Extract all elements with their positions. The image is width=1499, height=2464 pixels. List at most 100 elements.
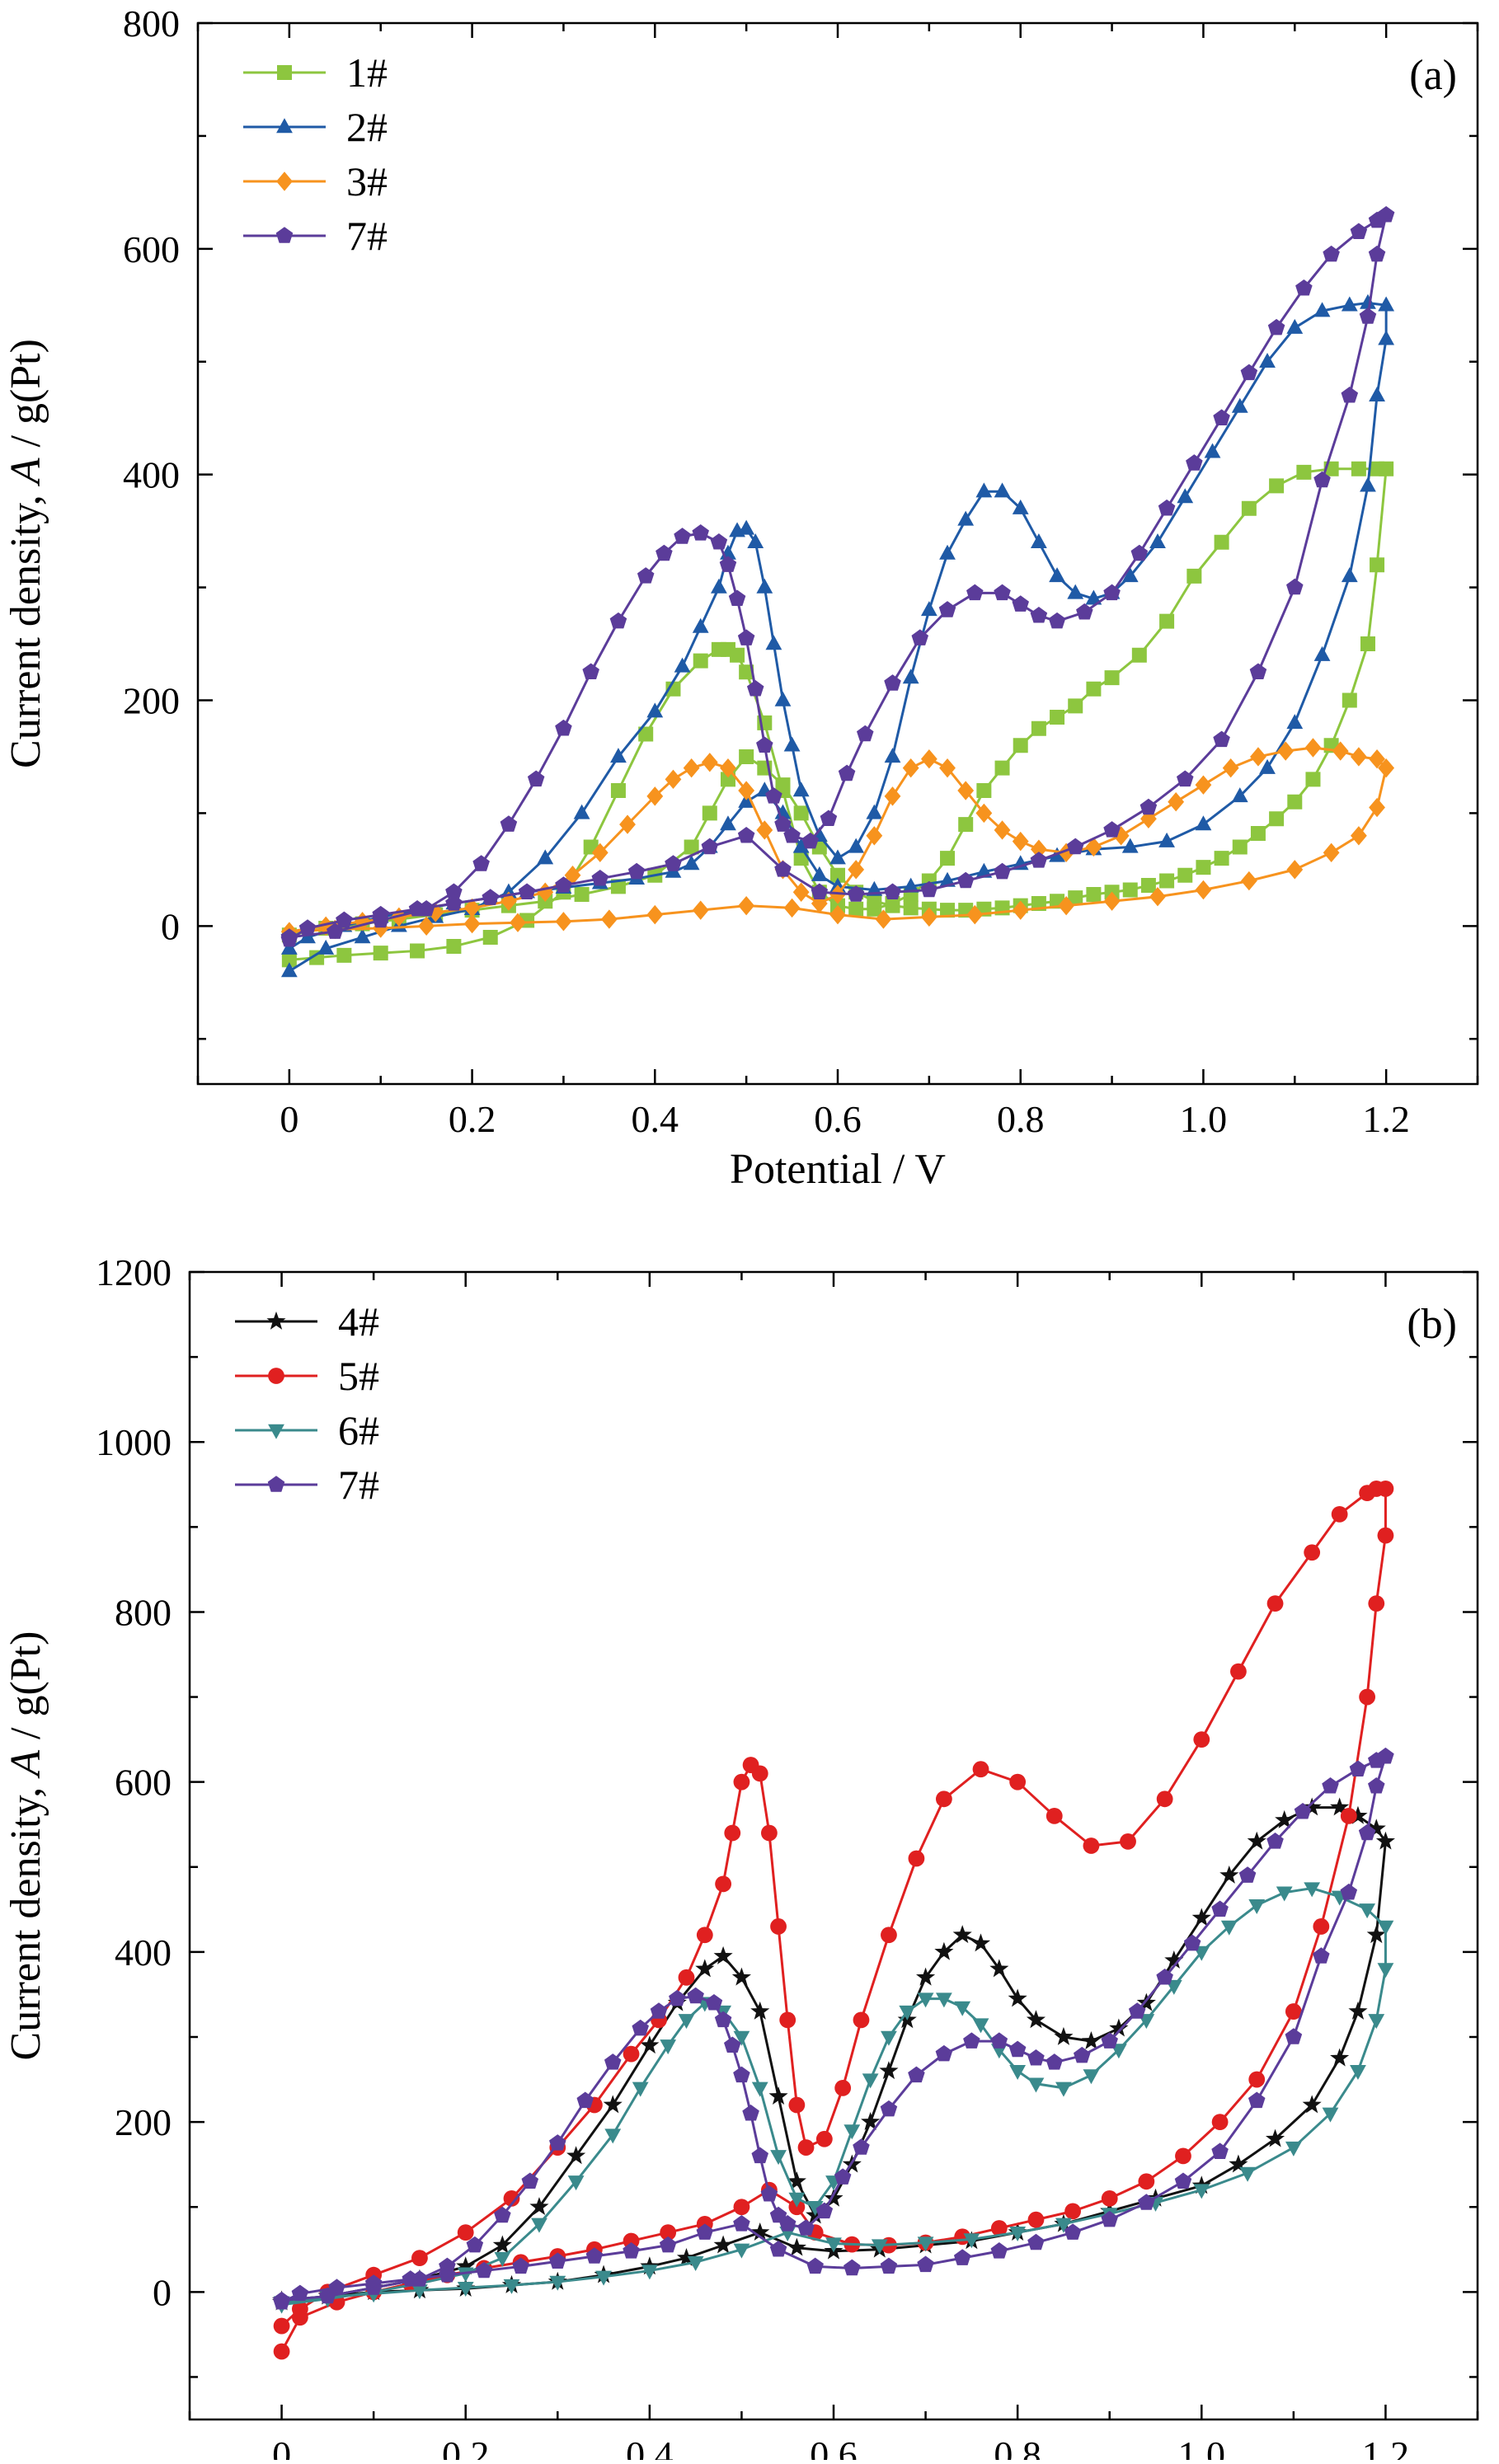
data-point	[1230, 1663, 1247, 1680]
data-point	[783, 736, 801, 752]
data-point	[724, 2036, 741, 2053]
data-point	[1351, 461, 1366, 476]
data-point	[733, 2199, 750, 2216]
data-point	[1101, 2190, 1118, 2207]
data-point	[281, 952, 297, 968]
data-point	[1008, 2040, 1027, 2058]
data-point	[410, 943, 425, 959]
data-point	[1369, 749, 1385, 769]
data-point	[963, 2032, 980, 2049]
data-point	[512, 2257, 529, 2274]
data-point	[830, 867, 845, 883]
y-tick-label: 400	[123, 454, 180, 496]
legend-label: 6#	[338, 1407, 379, 1453]
data-point	[720, 815, 736, 831]
panel-a: 0 0.2 0.4 0.6 0.8 1.0 1.2 0 200 400 600 800 Potentia…	[2, 2, 1479, 1193]
data-point	[1313, 645, 1331, 661]
x-tick-label: 0.4	[632, 1098, 679, 1140]
y-tick-label: 200	[123, 679, 180, 721]
series-7#	[273, 1747, 1394, 2310]
x-axis-title: Potential / V	[730, 1146, 946, 1193]
data-point	[1158, 832, 1175, 847]
data-point	[751, 1765, 768, 1782]
data-point	[797, 2219, 815, 2236]
data-point	[1358, 1823, 1376, 1841]
data-point	[1340, 1883, 1358, 1900]
data-point	[683, 855, 700, 871]
data-point	[632, 2019, 649, 2036]
data-point	[787, 2237, 806, 2256]
legend-label: 7#	[338, 1462, 379, 1508]
legend-marker	[277, 65, 292, 80]
data-point	[1131, 647, 1147, 663]
data-point	[1359, 1903, 1376, 1919]
data-point	[862, 2073, 879, 2089]
data-point	[779, 2011, 796, 2029]
data-point	[475, 2261, 493, 2279]
data-point	[793, 805, 809, 821]
data-point	[935, 1791, 952, 1808]
data-point	[811, 883, 829, 899]
data-point	[1377, 1481, 1394, 1497]
data-point	[1377, 205, 1395, 223]
data-point	[555, 912, 572, 932]
data-point	[1066, 838, 1084, 855]
data-point	[280, 962, 298, 978]
data-point	[555, 876, 572, 893]
data-point	[834, 2168, 852, 2185]
legend-label: 2#	[346, 104, 388, 150]
data-point	[1159, 873, 1175, 889]
data-point	[738, 895, 755, 916]
data-point	[466, 2236, 484, 2253]
legend-label: 5#	[338, 1353, 379, 1399]
data-point	[674, 657, 691, 673]
data-point	[1009, 1773, 1027, 1791]
data-point	[1009, 2226, 1027, 2241]
data-point	[1302, 1797, 1322, 1816]
data-point	[856, 725, 874, 742]
data-point	[1377, 1920, 1394, 1936]
data-point	[683, 758, 700, 778]
data-point	[660, 2224, 677, 2241]
data-point	[1248, 2091, 1266, 2109]
data-point	[975, 482, 993, 498]
y-axis-title: Current density, A / g(Pt)	[2, 1631, 49, 2061]
data-point	[1012, 831, 1029, 852]
data-point	[825, 2237, 842, 2253]
data-point	[908, 2066, 925, 2083]
data-point	[829, 849, 846, 865]
data-point	[1086, 886, 1102, 902]
data-point	[1377, 1963, 1394, 1978]
data-point	[1331, 1505, 1348, 1523]
data-point	[911, 629, 929, 645]
data-point	[518, 883, 536, 899]
data-point	[751, 2081, 768, 2097]
data-point	[957, 510, 975, 526]
data-point	[742, 2105, 759, 2121]
data-point	[1286, 714, 1304, 730]
data-point	[280, 930, 298, 947]
data-point	[576, 2091, 594, 2109]
data-point	[935, 1992, 952, 2008]
data-point	[1211, 2143, 1229, 2159]
data-point	[1027, 2233, 1045, 2250]
data-point	[1177, 488, 1194, 504]
data-point	[880, 2257, 898, 2274]
data-point	[1064, 2203, 1081, 2220]
data-point	[669, 1989, 686, 2006]
data-point	[1008, 1988, 1027, 2007]
data-point	[1140, 798, 1158, 815]
data-point	[1030, 607, 1048, 623]
data-point	[527, 770, 545, 787]
data-point	[1295, 279, 1313, 296]
data-point	[693, 653, 708, 669]
data-point	[1368, 1777, 1385, 1794]
data-point	[994, 862, 1011, 880]
data-point	[934, 1941, 954, 1960]
data-point	[1030, 852, 1048, 868]
data-point	[684, 839, 699, 855]
data-point	[1101, 2032, 1118, 2049]
data-point	[1369, 797, 1385, 818]
data-point	[273, 2293, 290, 2310]
